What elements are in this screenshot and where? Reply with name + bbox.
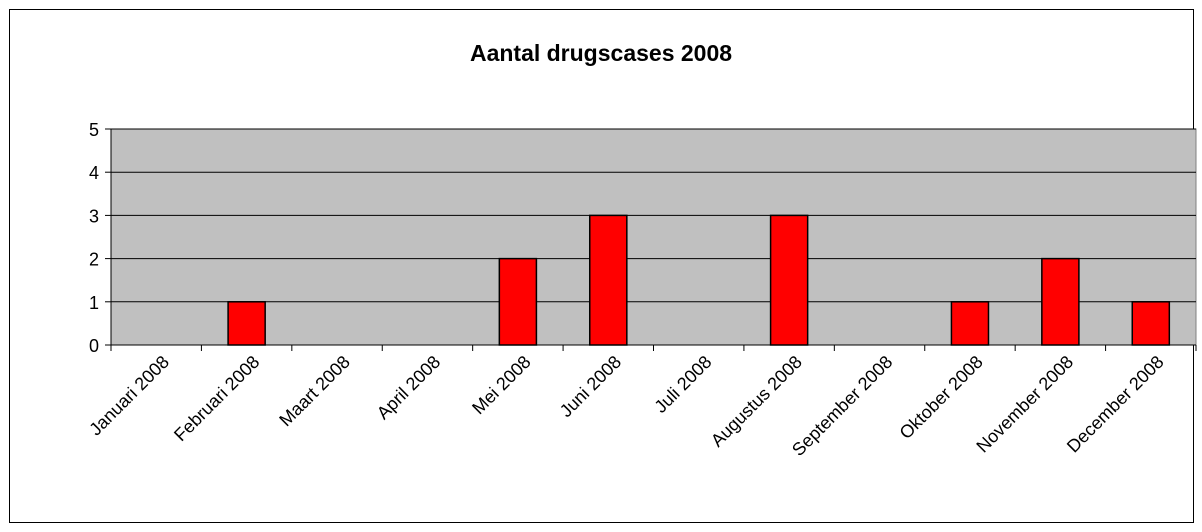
x-tick-label: Oktober 2008 (896, 352, 987, 443)
bar (1041, 257, 1080, 346)
y-tick-label: 3 (89, 206, 99, 226)
x-tick-label: Augustus 2008 (707, 352, 806, 451)
y-tick-label: 4 (89, 163, 99, 183)
x-tick-label: Maart 2008 (275, 352, 354, 431)
bar (227, 301, 266, 346)
x-tick-label: December 2008 (1063, 352, 1168, 457)
y-tick-label: 0 (89, 336, 99, 356)
x-tick-label: Juni 2008 (556, 352, 625, 421)
bar (589, 214, 628, 346)
plot-area (110, 128, 1197, 346)
y-tick-label: 2 (89, 250, 99, 270)
x-tick-label: Juli 2008 (650, 352, 715, 417)
x-tick-label: September 2008 (788, 352, 896, 460)
x-tick-label: November 2008 (972, 352, 1077, 457)
bar (1131, 301, 1171, 346)
x-tick-label: Mei 2008 (468, 352, 535, 419)
y-tick-label: 5 (89, 120, 99, 140)
y-tick-label: 1 (89, 293, 99, 313)
x-tick-label: Januari 2008 (85, 352, 173, 440)
chart-title: Aantal drugscases 2008 (469, 40, 733, 66)
bar (498, 257, 538, 346)
bar (769, 214, 809, 346)
x-tick-label: Februari 2008 (170, 352, 263, 445)
bar (950, 301, 990, 346)
x-tick-label: April 2008 (373, 352, 444, 423)
